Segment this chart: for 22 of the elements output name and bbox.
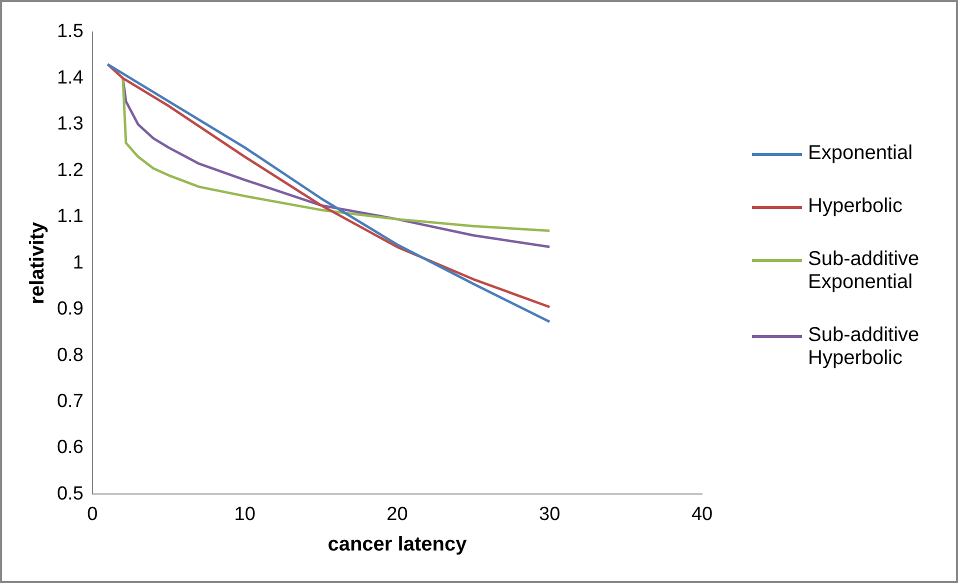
x-tick-label: 20 <box>386 504 408 525</box>
legend-label: Hyperbolic <box>808 195 902 218</box>
legend-label: Sub-additive Exponential <box>808 248 920 294</box>
x-tick-label: 0 <box>87 504 98 525</box>
y-tick-label: 1.3 <box>56 114 84 135</box>
y-tick-label: 1.4 <box>56 67 84 88</box>
y-axis-title: relativity <box>26 221 49 304</box>
x-tick-label: 10 <box>234 504 256 525</box>
legend-label: Exponential <box>808 142 913 165</box>
y-tick-label: 1.5 <box>56 21 84 42</box>
y-tick-label: 1.2 <box>56 160 84 181</box>
x-axis-title: cancer latency <box>328 534 468 556</box>
y-tick-label: 0.5 <box>56 483 84 504</box>
y-tick-label: 1 <box>72 252 84 274</box>
x-tick-label: 40 <box>691 504 713 525</box>
x-tick-label: 30 <box>539 504 560 525</box>
y-tick-label: 0.6 <box>56 437 84 458</box>
y-tick-label: 0.7 <box>56 390 84 412</box>
legend-label: Sub-additive Hyperbolic <box>808 324 920 370</box>
y-tick-label: 0.8 <box>56 344 84 366</box>
y-tick-label: 0.9 <box>56 298 84 320</box>
y-tick-label: 1.1 <box>56 206 84 228</box>
